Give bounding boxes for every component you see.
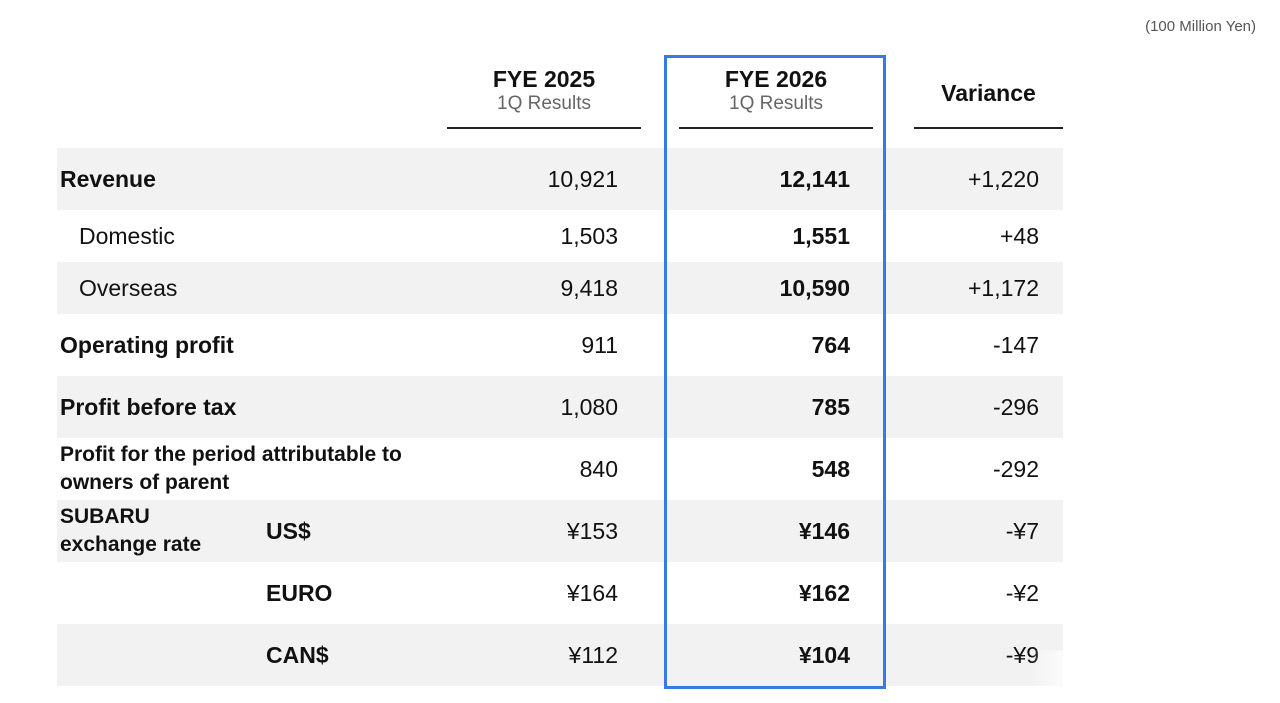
header-fye2025-underline [447, 127, 641, 129]
row-fx-euro-currency: EURO [266, 579, 333, 606]
row-operating-profit-fye2025: 911 [581, 331, 618, 358]
row-profit-attributable-fye2026: 548 [811, 455, 850, 482]
row-operating-profit-label: Operating profit [60, 331, 234, 358]
row-fx-can-currency: CAN$ [266, 641, 329, 668]
row-fx-euro: EURO ¥164 ¥162 -¥2 [57, 562, 1063, 624]
row-overseas-label: Overseas [79, 274, 178, 301]
row-profit-before-tax-fye2026: 785 [811, 393, 850, 420]
row-fx-can-fye2025: ¥112 [568, 641, 618, 668]
row-overseas-variance: +1,172 [968, 274, 1039, 301]
row-profit-attributable: Profit for the period attributable to ow… [57, 438, 1063, 500]
row-profit-attributable-variance: -292 [992, 455, 1039, 482]
row-overseas: Overseas 9,418 10,590 +1,172 [57, 262, 1063, 314]
row-fx-can: CAN$ ¥112 ¥104 -¥9 [57, 624, 1063, 686]
row-operating-profit-fye2026: 764 [811, 331, 850, 358]
row-domestic-fye2026: 1,551 [792, 222, 850, 249]
row-profit-attributable-fye2025: 840 [579, 455, 618, 482]
row-domestic-fye2025: 1,503 [560, 222, 618, 249]
header-fye2026: FYE 2026 1Q Results [679, 66, 873, 116]
watermark-fade [1032, 650, 1280, 690]
header-variance-underline [914, 127, 1063, 129]
row-fx-label-line1: SUBARU [60, 505, 150, 528]
header-variance-title: Variance [941, 80, 1036, 106]
row-fx-usd-variance: -¥7 [1005, 517, 1039, 544]
row-operating-profit-variance: -147 [992, 331, 1039, 358]
header-fye2026-underline [679, 127, 873, 129]
header-variance: Variance [914, 80, 1063, 106]
row-fx-euro-fye2025: ¥164 [566, 579, 618, 606]
row-revenue-fye2025: 10,921 [547, 165, 618, 192]
row-overseas-fye2025: 9,418 [560, 274, 618, 301]
row-profit-before-tax: Profit before tax 1,080 785 -296 [57, 376, 1063, 438]
row-profit-before-tax-label: Profit before tax [60, 393, 237, 420]
row-profit-before-tax-variance: -296 [992, 393, 1039, 420]
row-revenue: Revenue 10,921 12,141 +1,220 [57, 148, 1063, 210]
row-profit-before-tax-fye2025: 1,080 [560, 393, 618, 420]
row-fx-label-line2: exchange rate [60, 533, 202, 556]
row-fx-euro-variance: -¥2 [1005, 579, 1039, 606]
header-fye2025-subtitle: 1Q Results [497, 93, 591, 114]
row-overseas-fye2026: 10,590 [779, 274, 850, 301]
row-profit-attributable-label-line2: owners of parent [60, 471, 230, 494]
header-fye2026-subtitle: 1Q Results [729, 93, 823, 114]
row-fx-usd-currency: US$ [266, 517, 311, 544]
row-fx-usd-fye2026: ¥146 [798, 517, 850, 544]
row-fx-usd: SUBARU exchange rate US$ ¥153 ¥146 -¥7 [57, 500, 1063, 562]
row-fx-label: SUBARU exchange rate [60, 500, 201, 562]
row-domestic-variance: +48 [999, 222, 1039, 249]
row-operating-profit: Operating profit 911 764 -147 [57, 314, 1063, 376]
row-domestic-label: Domestic [79, 222, 175, 249]
unit-note: (100 Million Yen) [1145, 18, 1256, 35]
row-revenue-label: Revenue [60, 165, 156, 192]
row-domestic: Domestic 1,503 1,551 +48 [57, 210, 1063, 262]
row-revenue-fye2026: 12,141 [779, 165, 850, 192]
header-fye2025-title: FYE 2025 [492, 66, 596, 92]
row-fx-can-fye2026: ¥104 [798, 641, 850, 668]
row-fx-usd-fye2025: ¥153 [566, 517, 618, 544]
row-revenue-variance: +1,220 [968, 165, 1039, 192]
row-profit-attributable-label-line1: Profit for the period attributable to [60, 443, 402, 466]
row-profit-attributable-label: Profit for the period attributable to ow… [60, 438, 402, 500]
header-fye2025: FYE 2025 1Q Results [447, 66, 641, 116]
header-fye2026-title: FYE 2026 [724, 66, 828, 92]
row-fx-euro-fye2026: ¥162 [798, 579, 850, 606]
